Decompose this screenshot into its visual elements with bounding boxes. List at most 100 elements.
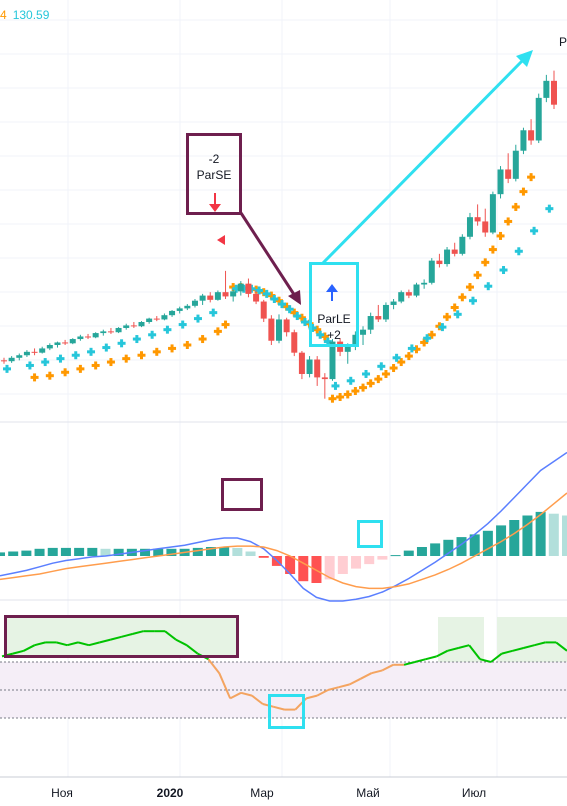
candle-body [352,334,359,347]
candle-body [543,80,550,98]
candle-body [306,359,313,374]
candle-body [169,310,176,316]
oscillator-line-segment [229,691,242,700]
x-axis-label: Июл [462,786,486,800]
macd-histogram-bar [337,556,348,574]
oscillator-line-segment [88,641,101,647]
candle-body [421,282,428,285]
oscillator-line-segment [414,658,426,663]
oscillator-line-segment [523,644,535,649]
candle-body [505,169,512,179]
macd-histogram-bar [60,547,71,556]
oscillator-line-segment [273,705,285,711]
short-entry-arrow-icon [209,193,221,212]
candle-body [191,300,198,306]
chart-header: 4 130.59 [0,8,49,22]
candle-body [100,331,107,334]
candle-body [115,327,122,333]
oscillator-high-zone-2 [497,617,567,662]
macd-histogram-bar [285,556,296,574]
candle-body [207,295,214,300]
long-signal-name: ParLE [317,312,351,326]
candle-body [77,336,84,340]
candles-layer [1,70,557,399]
oscillator-line-segment [501,649,513,655]
oscillator-line-segment [56,641,68,647]
candle-body [466,217,473,237]
candle-body [123,325,130,328]
oscillator-line-segment [218,672,232,699]
macd-histogram-bar [34,548,45,556]
oscillator-line-segment [512,647,524,652]
oscillator-line-segment [458,644,470,649]
candle-body [260,301,267,319]
candle-body [360,329,367,335]
candle-body [176,308,183,311]
uptrend-arrow [320,50,533,266]
macd-histogram-bar [562,515,567,556]
oscillator-line-segment [164,630,177,641]
oscillator-line-segment [534,641,546,647]
oscillator-line-segment [360,672,372,680]
candle-body [230,291,237,297]
long-entry-arrow-icon [326,284,338,301]
candle-body [107,331,114,333]
candle-body [291,332,298,353]
macd-histogram-bar [245,551,256,556]
macd-histogram-bar [8,551,19,556]
oscillator-line-segment [12,649,24,655]
oscillator-line-segment [327,686,340,691]
candle-body [375,316,382,320]
candle-body [16,355,23,358]
candle-body [245,283,252,294]
candle-body [298,352,305,374]
short-signal-label: -2 ParSE [186,151,242,183]
candle-body [92,333,99,338]
candle-body [474,217,481,222]
signal-line [0,492,567,590]
macd-histogram-bar [416,547,427,556]
candle-body [31,351,38,353]
oscillator-line-segment [468,644,481,660]
candle-body [497,169,504,195]
candle-body [451,249,458,254]
candle-body [8,357,15,362]
x-axis-label: Ноя [51,786,73,800]
oscillator-line-segment [110,635,122,641]
short-signal-count: -2 [208,152,220,166]
grid [0,0,567,777]
candle-body [321,377,328,380]
candle-body [482,221,489,233]
candle-body [512,150,519,179]
candle-body [405,292,412,296]
oscillator-high-box [4,615,239,658]
macd-histogram-bar [0,552,5,556]
candle-body [54,342,61,346]
macd-histogram-bar [311,556,322,583]
corner-label: P [559,35,567,49]
oscillator-line-segment [77,641,90,647]
macd-layer [0,451,567,602]
macd-histogram-bar [153,548,164,556]
oscillator-line-segment [338,683,350,689]
long-signal-label: ParLE +2 [309,311,359,343]
oscillator-line-segment [34,641,46,647]
header-value-a: 4 [0,8,7,22]
macd-histogram-bar [140,548,151,556]
candle-body [390,301,397,305]
macd-histogram-bar [21,550,32,556]
macd-histogram-bar [47,547,58,556]
candle-body [237,283,244,292]
candle-body [489,194,496,233]
downtrend-arrow [239,212,301,305]
oscillator-line-segment [316,689,329,697]
oscillator-line-segment [381,663,394,672]
oscillator-line-segment [447,647,459,652]
macd-histogram-bar [113,548,124,556]
macd-histogram-bar [166,548,177,556]
candle-body [1,360,7,362]
candle-body [444,249,451,265]
macd-histogram-bar [364,556,375,565]
oscillator-line-segment [371,669,383,675]
